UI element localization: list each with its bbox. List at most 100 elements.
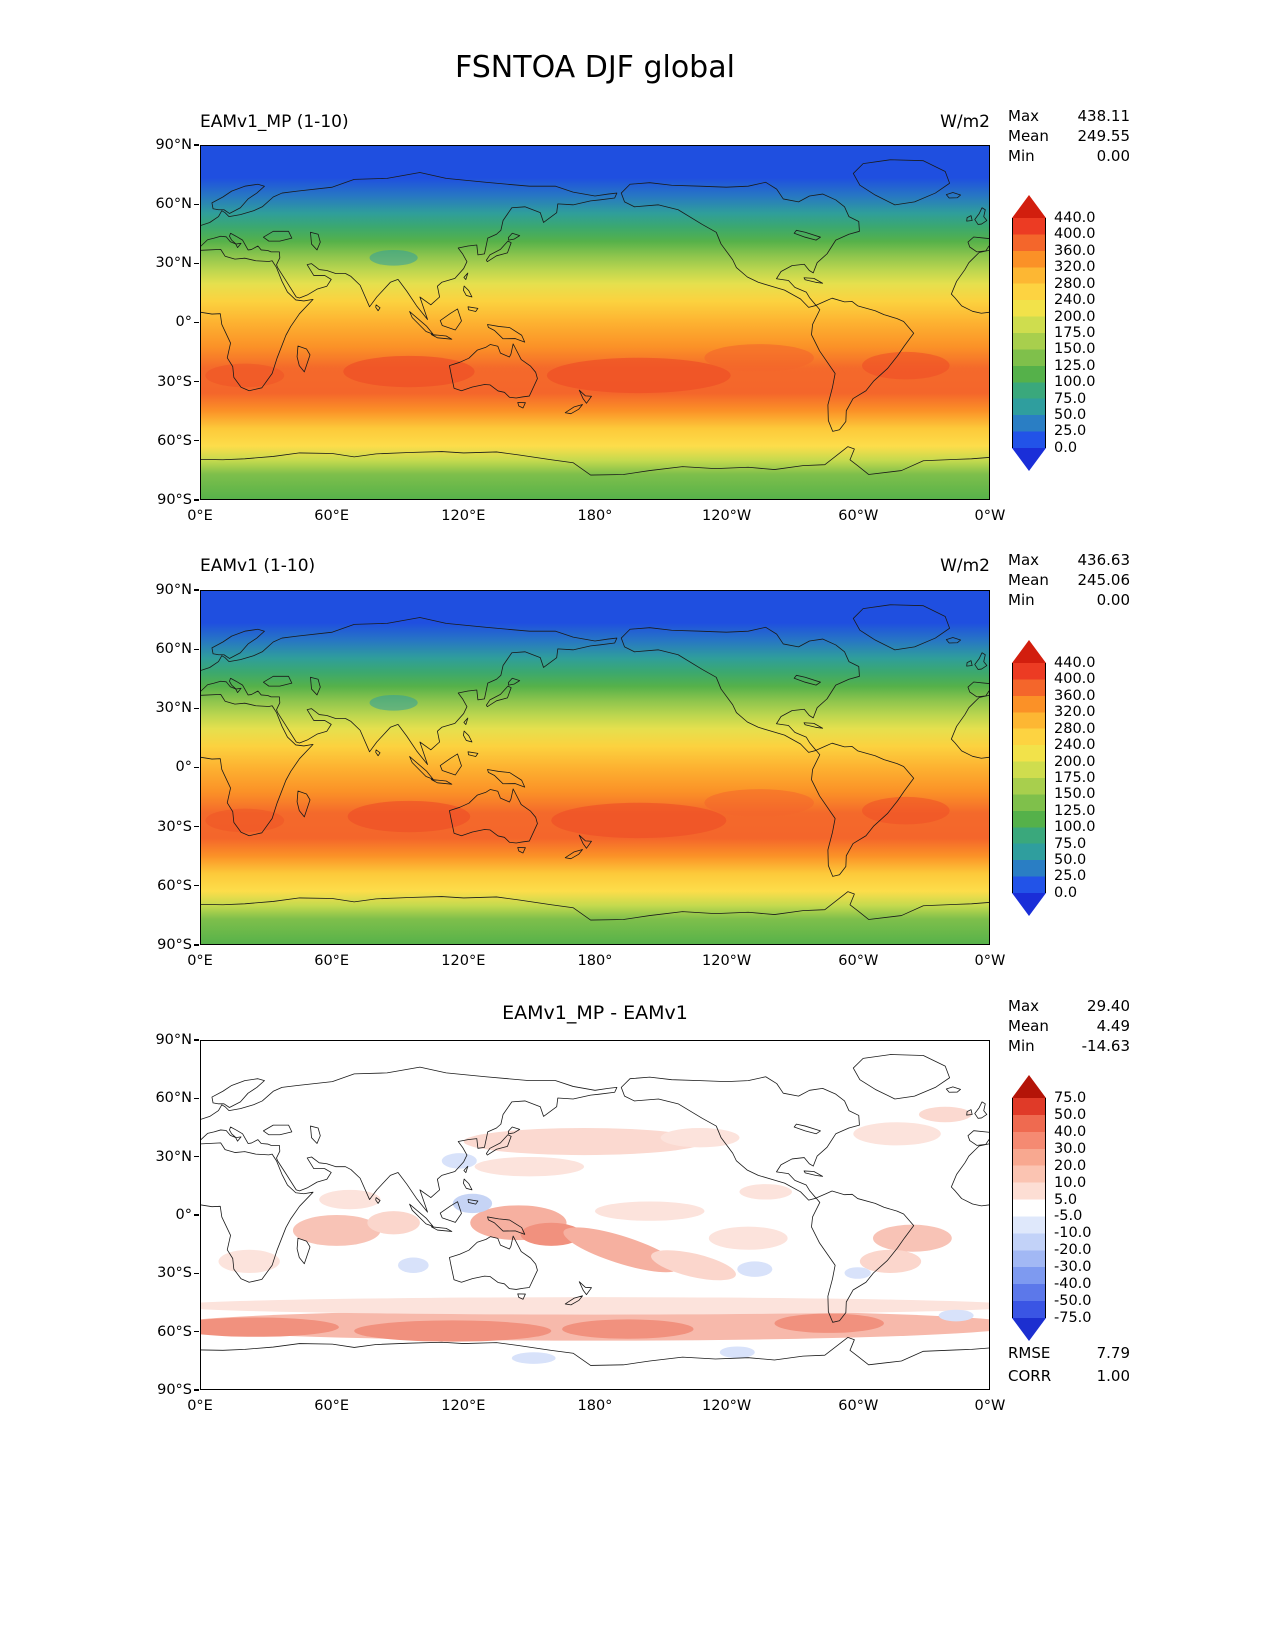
field-anomaly-blob [201,1317,339,1337]
field-anomaly-blob [474,1157,585,1177]
field-anomaly-blob [205,808,285,833]
map-eamv1-mp [200,145,990,500]
stat-value: 249.55 [1077,127,1131,145]
field-anomaly-blob [938,1309,974,1322]
metric-label: CORR [1008,1367,1052,1385]
field-anomaly-blob [651,1250,736,1281]
colorbar [1012,640,1046,916]
stat-label: Min [1008,1037,1035,1055]
stat-value: 29.40 [1087,997,1130,1015]
field-anomaly-blob [660,1128,740,1148]
stat-label: Mean [1008,1017,1049,1035]
colorbar-labels: 75.0 50.0 40.0 30.0 20.0 10.0 5.0 -5.0 -10.0 -20.… [1054,1090,1092,1326]
map-eamv1 [200,590,990,945]
panel-title: EAMv1_MP (1-10) [200,112,349,132]
field-anomalies-layer [205,249,950,394]
field-anomaly-blob [546,357,731,394]
stat-row: Mean 4.49 [1008,1016,1130,1036]
field-anomaly-blob [719,1346,755,1359]
lon-axis-ticks [200,501,990,507]
stat-label: Mean [1008,571,1049,589]
field-anomaly-blob [853,1122,941,1146]
metric-value: 1.00 [1096,1367,1130,1385]
stats-block: Max 436.63 Mean 245.06 Min 0.00 [1008,550,1130,610]
metric-value: 7.79 [1096,1344,1130,1362]
stat-row: Max 436.63 [1008,550,1130,570]
stat-value: 4.49 [1096,1017,1130,1035]
stat-label: Max [1008,551,1040,569]
map-difference [200,1040,990,1390]
contour-field [201,591,989,944]
field-anomaly-blob [398,1257,429,1273]
field-anomaly-blob [704,344,814,372]
field-anomaly-blob [551,802,727,839]
field-anomaly-blob [511,1352,556,1364]
metric-row: CORR 1.00 [1008,1365,1130,1388]
colorbar-extend-under [1012,893,1046,916]
metric-row: RMSE 7.79 [1008,1342,1130,1365]
field-anomaly-blob [520,1222,582,1246]
field-anomaly-blob [347,800,471,833]
colorbar-labels: 440.0 400.0 360.0 320.0 280.0 240.0 200.0 175.0… [1054,210,1096,456]
stat-row: Mean 245.06 [1008,570,1130,590]
field-anomaly-blob [737,1261,773,1277]
field-anomaly-blob [918,1106,972,1123]
colorbar-extend-over [1012,1075,1046,1098]
field-anomaly-blob [708,1226,788,1250]
stat-row: Max 29.40 [1008,996,1130,1016]
field-anomaly-blob [862,796,950,825]
colorbar [1012,1075,1046,1341]
stat-label: Mean [1008,127,1049,145]
field-anomaly-blob [595,1201,705,1221]
stat-value: -14.63 [1081,1037,1130,1055]
field-anomaly-blob [463,1128,705,1156]
field-anomaly-blob [369,249,418,266]
panel-title: EAMv1 (1-10) [200,556,316,576]
coastline-layer [201,603,989,921]
lon-axis-ticks [200,946,990,952]
lon-axis-labels: 0°E 60°E 120°E 180° 120°W 60°W 0°W [187,508,1006,524]
panel-title: EAMv1_MP - EAMv1 [502,1002,688,1024]
field-anomaly-blob [872,1224,952,1252]
units-label: W/m2 [940,556,990,576]
stat-row: Min -14.63 [1008,1036,1130,1056]
colorbar-extend-under [1012,1318,1046,1341]
colorbar-extend-over [1012,195,1046,218]
colorbar-extend-under [1012,448,1046,471]
lat-axis-ticks [194,145,199,500]
field-anomaly-blob [862,351,950,380]
lat-axis-labels: 90°N 60°N 30°N 0° 30°S 60°S 90°S [155,137,192,508]
stat-row: Min 0.00 [1008,146,1130,166]
field-anomaly-blob [774,1313,884,1333]
panel-header: EAMv1 (1-10) W/m2 [200,556,990,576]
field-anomaly-blob [354,1320,552,1342]
lon-axis-labels: 0°E 60°E 120°E 180° 120°W 60°W 0°W [187,1398,1006,1414]
metrics-block: RMSE 7.79 CORR 1.00 [1008,1342,1130,1388]
field-anomaly-blob [201,1297,989,1315]
stat-value: 436.63 [1077,551,1131,569]
field-anomaly-blob [844,1267,871,1279]
field-anomaly-blob [859,1249,922,1273]
stat-value: 438.11 [1077,107,1131,125]
field-anomaly-blob [205,363,285,388]
stat-row: Mean 249.55 [1008,126,1130,146]
lat-axis-labels: 90°N 60°N 30°N 0° 30°S 60°S 90°S [155,1032,192,1398]
colorbar-body [1012,218,1046,448]
stat-label: Min [1008,591,1035,609]
field-anomaly-blob [292,1215,381,1246]
stat-label: Min [1008,147,1035,165]
field-anomalies-layer [201,1106,989,1364]
field-anomaly-blob [369,694,418,711]
field-anomaly-blob [562,1319,694,1339]
colorbar-labels: 440.0 400.0 360.0 320.0 280.0 240.0 200.0 175.0… [1054,655,1096,901]
colorbar [1012,195,1046,471]
panel-header: EAMv1_MP (1-10) W/m2 [200,112,990,132]
field-anomaly-blob [319,1189,381,1210]
stat-value: 245.06 [1077,571,1131,589]
lon-axis-labels: 0°E 60°E 120°E 180° 120°W 60°W 0°W [187,953,1006,969]
lon-axis-ticks [200,1391,990,1397]
coastline-layer [201,1053,989,1367]
field-anomaly-blob [563,1227,680,1273]
colorbar-body [1012,1098,1046,1318]
metric-label: RMSE [1008,1344,1051,1362]
